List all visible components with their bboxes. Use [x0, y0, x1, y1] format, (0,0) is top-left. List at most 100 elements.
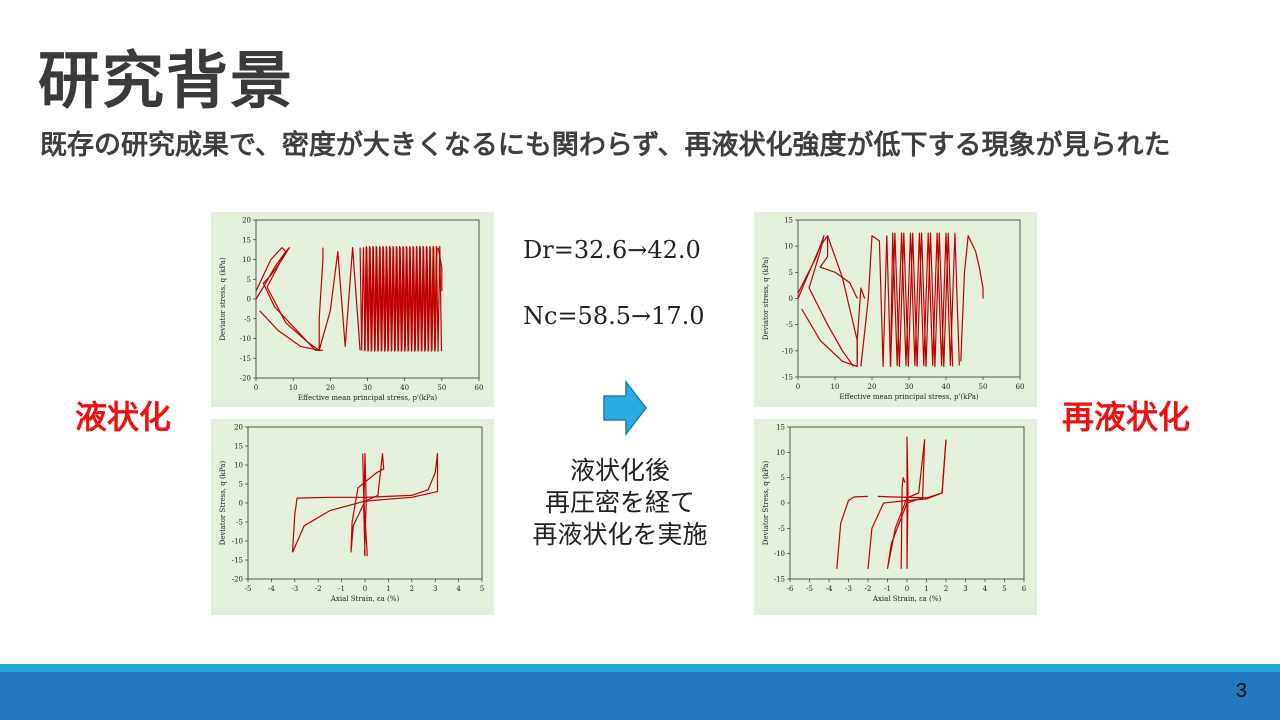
stress-path-curve: [801, 287, 866, 368]
plot-frame: [247, 426, 483, 580]
y-tick-label: -15: [232, 557, 243, 565]
y-tick-label: 20: [234, 424, 243, 432]
stress-path-curve: [827, 235, 858, 362]
y-axis-label: Deviator Stress, q (kPa): [762, 461, 770, 546]
hysteresis-curve: [886, 439, 926, 570]
stress-strain-chart-liquefaction: -5 -4 -3 -2 -1 0 1 2 3 4 520151050-5-10-15-20Axial…: [219, 424, 484, 604]
density-change-text: Dr=32.6→42.0: [523, 236, 701, 264]
y-tick-label: -20: [232, 576, 243, 584]
y-tick-label: -5: [786, 321, 793, 329]
y-tick-label: 0: [239, 500, 243, 508]
stress-path-curve: [437, 247, 443, 292]
x-tick-label: 30: [905, 383, 914, 391]
y-tick-label: 20: [242, 217, 251, 225]
x-tick-label: -1: [338, 585, 345, 593]
y-tick-label: 15: [776, 424, 785, 432]
slide-title: 研究背景: [38, 44, 295, 117]
y-tick-label: -15: [782, 374, 793, 382]
y-tick-label: 0: [789, 295, 793, 303]
y-axis-label: Deviator stress, q (kPa): [219, 257, 227, 340]
page-number: 3: [1235, 680, 1247, 702]
x-tick-label: -6: [787, 585, 794, 593]
y-tick-label: 0: [781, 500, 785, 508]
process-line: 再液状化を実施: [532, 520, 708, 549]
y-tick-label: -5: [244, 315, 251, 323]
x-tick-label: 10: [831, 383, 840, 391]
stress-path-curve: [886, 232, 954, 368]
x-tick-label: 40: [942, 383, 951, 391]
y-tick-label: -15: [774, 576, 785, 584]
y-tick-label: 5: [789, 269, 793, 277]
x-tick-label: -3: [845, 585, 852, 593]
stress-path-curve: [255, 247, 323, 351]
x-tick-label: 50: [979, 383, 988, 391]
x-tick-label: 60: [475, 384, 484, 392]
chart-panel-bottom-left: -5 -4 -3 -2 -1 0 1 2 3 4 5 20 15 10 5 0 -5 -10 -15 -20 Axial…: [211, 419, 494, 615]
y-tick-label: 15: [234, 443, 243, 451]
y-tick-label: -10: [774, 550, 785, 558]
footer-bar: [0, 672, 1280, 720]
chart-panel-bottom-right: -6 -5 -4 -3 -2 -1 0 1 2 3 4 5 6 15 10 5 0 -5 -10 -15 Axial S…: [754, 419, 1037, 615]
hysteresis-curve: [836, 495, 869, 569]
x-tick-label: 2: [944, 585, 948, 593]
x-tick-label: 20: [326, 384, 335, 392]
hysteresis-curve: [877, 439, 947, 499]
y-tick-label: 5: [239, 481, 243, 489]
process-description: 液状化後 再圧密を経て 再液状化を実施: [520, 455, 720, 551]
y-tick-label: 5: [781, 474, 785, 482]
x-axis-label: Effective mean principal stress, p'(kPa): [298, 394, 438, 402]
footer-stripe: [0, 664, 1280, 672]
hysteresis-curve: [906, 436, 909, 569]
y-tick-label: -5: [778, 525, 785, 533]
y-tick-label: -15: [240, 355, 251, 363]
y-axis-label: Deviator Stress, q (kPa): [219, 461, 227, 546]
x-axis-label: Axial Strain, εa (%): [872, 595, 942, 603]
y-axis-label: Deviator stress, q (kPa): [762, 257, 770, 340]
y-tick-label: -10: [232, 538, 243, 546]
x-tick-label: -1: [884, 585, 891, 593]
stress-path-curve: [860, 235, 888, 368]
y-tick-label: 10: [242, 256, 251, 264]
y-tick-label: 15: [242, 236, 251, 244]
arrow-right-icon: [603, 380, 647, 436]
x-tick-label: 0: [363, 585, 367, 593]
x-tick-label: -2: [865, 585, 872, 593]
stress-path-curve: [797, 235, 854, 367]
cycle-count-change-text: Nc=58.5→17.0: [523, 302, 705, 330]
y-tick-label: 5: [247, 276, 251, 284]
x-tick-label: 2: [410, 585, 414, 593]
stress-path-curve: [318, 247, 361, 351]
x-tick-label: 1: [924, 585, 928, 593]
reliquefaction-label: 再液状化: [1062, 398, 1191, 436]
y-tick-label: -10: [782, 347, 793, 355]
x-tick-label: 10: [289, 384, 298, 392]
x-tick-label: 5: [480, 585, 484, 593]
x-tick-label: 1: [386, 585, 390, 593]
y-tick-label: 10: [776, 449, 785, 457]
hysteresis-curve: [900, 477, 906, 569]
x-tick-label: 20: [868, 383, 877, 391]
stress-path-curve: [960, 235, 984, 362]
x-tick-label: 6: [1022, 585, 1027, 593]
x-axis-label: Axial Strain, εa (%): [330, 595, 400, 603]
y-tick-label: -20: [240, 375, 251, 383]
x-tick-label: -4: [826, 585, 833, 593]
x-tick-label: -2: [315, 585, 322, 593]
body-text: 既存の研究成果で、密度が大きくなるにも関わらず、再液状化強度が低下する現象が見ら…: [40, 130, 1171, 161]
stress-path-curve: [363, 245, 443, 352]
x-axis-label: Effective mean principal stress, p'(kPa): [839, 393, 979, 401]
y-tick-label: -10: [240, 335, 251, 343]
x-tick-label: 4: [983, 585, 988, 593]
x-tick-label: -5: [245, 585, 252, 593]
stress-path-chart-liquefaction: 0 10 20 30 40 50 6020151050-5-10-15-20Effectiv…: [219, 217, 484, 403]
x-tick-label: 5: [1002, 585, 1006, 593]
hysteresis-curve: [362, 453, 368, 557]
x-tick-label: -4: [268, 585, 275, 593]
stress-path-curve: [889, 232, 960, 367]
x-tick-label: 4: [456, 585, 461, 593]
hysteresis-curve: [291, 453, 439, 553]
process-line: 再圧密を経て: [544, 488, 695, 517]
y-tick-label: 10: [234, 462, 243, 470]
